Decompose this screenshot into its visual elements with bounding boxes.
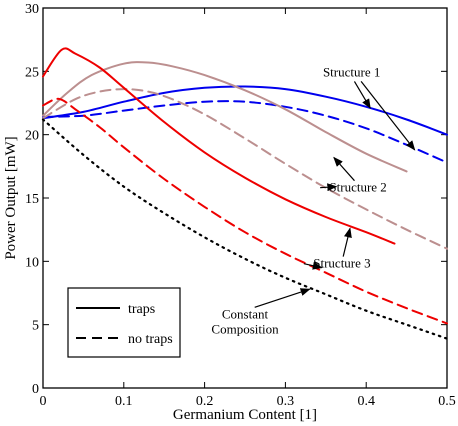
legend-label-traps: traps xyxy=(128,302,155,317)
annotation-arrow xyxy=(320,183,338,192)
structure-1-dashed-line xyxy=(42,100,448,164)
y-axis-label: Power Output [mW] xyxy=(3,136,19,259)
legend: traps no traps xyxy=(67,287,181,358)
annotation-arrow xyxy=(303,261,323,270)
annotation-arrow xyxy=(333,156,355,182)
y-tick-label: 5 xyxy=(32,319,39,334)
annotation-arrow xyxy=(342,227,352,257)
structure-3-solid-line xyxy=(42,47,396,245)
x-tick-label: 0 xyxy=(40,394,47,409)
constant-composition-dotted-line xyxy=(41,118,449,340)
annotation-arrow xyxy=(353,81,371,109)
structure-1-annotation: Structure 1 xyxy=(323,64,380,79)
y-tick-label: 20 xyxy=(25,129,39,144)
x-tick-label: 0.3 xyxy=(277,394,295,409)
x-axis-ticks: 0 0.1 0.2 0.3 0.4 0.5 xyxy=(40,8,456,409)
annotation-arrow xyxy=(360,81,416,151)
y-tick-label: 25 xyxy=(25,65,39,80)
series-lines xyxy=(41,47,449,340)
x-tick-label: 0.5 xyxy=(438,394,456,409)
y-tick-label: 0 xyxy=(32,382,39,397)
structure-2-annotation: Structure 2 xyxy=(329,180,386,195)
x-tick-label: 0.2 xyxy=(196,394,214,409)
legend-label-no-traps: no traps xyxy=(128,332,173,347)
annotations: Structure 1 Structure 2 Structure 3 Constan… xyxy=(211,64,416,336)
x-axis-label: Germanium Content [1] xyxy=(173,407,317,423)
annotation-arrow xyxy=(254,288,311,308)
y-tick-label: 10 xyxy=(25,255,39,270)
constant-composition-annotation: Constant Composition xyxy=(211,306,279,336)
y-tick-label: 30 xyxy=(25,2,39,17)
legend-box xyxy=(67,287,181,358)
y-tick-label: 15 xyxy=(25,192,39,207)
structure-1-solid-line xyxy=(42,85,448,136)
structure-2-dashed-line xyxy=(42,88,448,250)
x-tick-label: 0.4 xyxy=(357,394,375,409)
structure-2-solid-line xyxy=(42,61,408,173)
structure-3-annotation: Structure 3 xyxy=(313,256,370,271)
x-tick-label: 0.1 xyxy=(115,394,133,409)
structure-3-dashed-line xyxy=(42,97,448,325)
y-axis-ticks: 0 5 10 15 20 25 30 xyxy=(25,2,447,397)
